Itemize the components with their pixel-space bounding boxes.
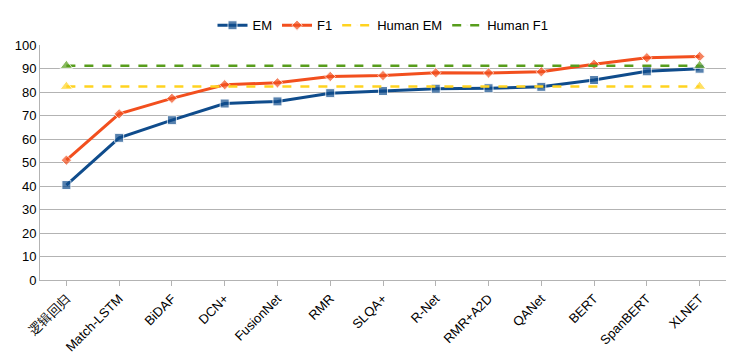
svg-text:F1: F1 bbox=[317, 18, 332, 33]
svg-text:BERT: BERT bbox=[566, 291, 601, 326]
svg-text:20: 20 bbox=[22, 226, 36, 241]
svg-text:Match-LSTM: Match-LSTM bbox=[63, 291, 126, 354]
svg-text:90: 90 bbox=[22, 61, 36, 76]
svg-text:XLNET: XLNET bbox=[666, 291, 706, 331]
svg-text:EM: EM bbox=[253, 18, 273, 33]
svg-text:Human F1: Human F1 bbox=[487, 18, 548, 33]
svg-text:60: 60 bbox=[22, 132, 36, 147]
svg-text:SLQA+: SLQA+ bbox=[349, 291, 390, 332]
svg-text:40: 40 bbox=[22, 179, 36, 194]
svg-text:80: 80 bbox=[22, 85, 36, 100]
svg-text:RMR+A2D: RMR+A2D bbox=[440, 291, 495, 346]
svg-text:70: 70 bbox=[22, 108, 36, 123]
svg-text:R-Net: R-Net bbox=[408, 291, 443, 326]
svg-text:10: 10 bbox=[22, 249, 36, 264]
svg-text:SpanBERT: SpanBERT bbox=[597, 291, 653, 347]
svg-text:逻辑回归: 逻辑回归 bbox=[26, 291, 73, 338]
svg-text:50: 50 bbox=[22, 155, 36, 170]
svg-text:Human EM: Human EM bbox=[377, 18, 442, 33]
svg-text:DCN+: DCN+ bbox=[196, 291, 232, 327]
svg-text:100: 100 bbox=[15, 38, 37, 53]
svg-text:BiDAF: BiDAF bbox=[141, 291, 178, 328]
svg-text:QANet: QANet bbox=[510, 291, 548, 329]
svg-text:RMR: RMR bbox=[305, 291, 337, 323]
svg-text:30: 30 bbox=[22, 202, 36, 217]
svg-text:0: 0 bbox=[29, 273, 36, 288]
svg-text:FusionNet: FusionNet bbox=[232, 291, 285, 344]
